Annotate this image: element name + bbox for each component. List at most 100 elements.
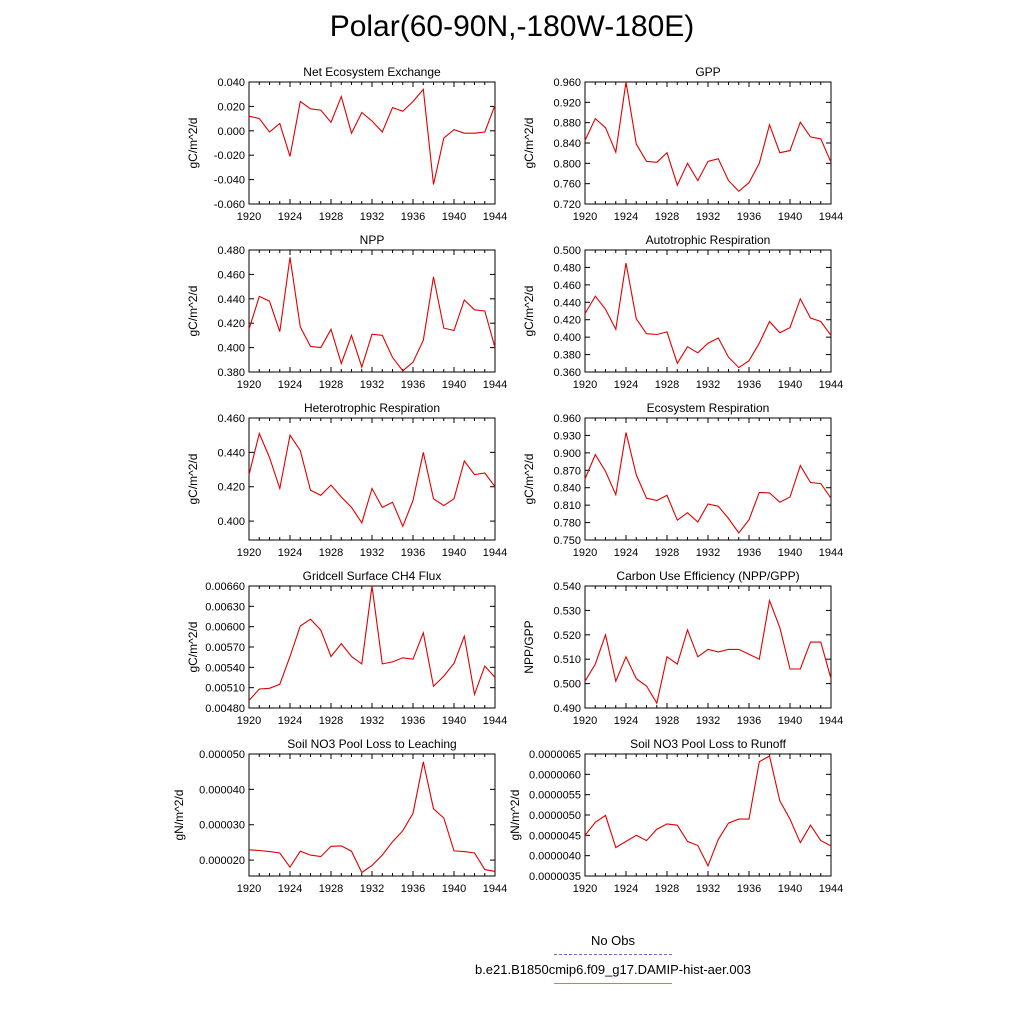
y-tick-label: 0.00540 — [205, 662, 245, 674]
chart-title: Soil NO3 Pool Loss to Runoff — [630, 737, 787, 751]
y-tick-label: 0.460 — [553, 280, 581, 292]
x-tick-label: 1940 — [442, 715, 466, 727]
y-tick-label: 0.420 — [553, 315, 581, 327]
x-tick-label: 1936 — [401, 883, 425, 895]
chart-title: NPP — [360, 233, 385, 247]
x-tick-label: 1940 — [442, 211, 466, 223]
series-line-1 — [584, 755, 832, 868]
x-tick-label: 1940 — [778, 883, 802, 895]
chart-title: Ecosystem Respiration — [647, 401, 770, 415]
y-tick-label: -0.060 — [214, 199, 245, 211]
plot-frame — [248, 585, 496, 709]
x-tick-label: 1936 — [737, 715, 761, 727]
y-tick-label: 0.920 — [553, 97, 581, 109]
x-tick-label: 1944 — [483, 715, 507, 727]
y-tick-label: 0.720 — [553, 199, 581, 211]
y-tick-label: 0.000 — [217, 126, 245, 138]
y-tick-label: 0.480 — [553, 262, 581, 274]
y-axis-label: gC/m^2/d — [186, 454, 200, 505]
chart-title: Soil NO3 Pool Loss to Leaching — [287, 737, 456, 751]
x-tick-label: 1924 — [614, 379, 638, 391]
y-tick-label: 0.840 — [553, 483, 581, 495]
y-tick-label: 0.400 — [217, 516, 245, 528]
legend-label-no-obs: No Obs — [590, 933, 636, 948]
y-tick-label: 0.00600 — [205, 622, 245, 634]
legend-label-model-run: b.e21.B1850cmip6.f09_g17.DAMIP-hist-aer.… — [474, 962, 752, 977]
x-tick-label: 1936 — [737, 883, 761, 895]
plot-frame — [584, 753, 832, 877]
x-tick-label: 1920 — [237, 379, 261, 391]
x-tick-label: 1936 — [737, 211, 761, 223]
y-axis-label: gC/m^2/d — [522, 118, 536, 169]
x-tick-label: 1920 — [237, 715, 261, 727]
x-tick-label: 1944 — [819, 547, 843, 559]
y-tick-label: 0.0000065 — [529, 749, 581, 761]
series-line-1 — [248, 761, 496, 874]
x-tick-label: 1940 — [778, 547, 802, 559]
x-tick-label: 1928 — [319, 211, 343, 223]
y-tick-label: 0.750 — [553, 535, 581, 547]
x-tick-label: 1928 — [655, 883, 679, 895]
x-tick-label: 1932 — [360, 547, 384, 559]
y-axis-label: gC/m^2/d — [186, 118, 200, 169]
x-tick-label: 1920 — [237, 547, 261, 559]
x-tick-label: 1928 — [655, 211, 679, 223]
x-tick-label: 1936 — [401, 379, 425, 391]
plot-frame — [248, 753, 496, 877]
x-tick-label: 1924 — [278, 715, 302, 727]
chart-carbon-use-efficiency-npp-gpp: Carbon Use Efficiency (NPP/GPP) 1920 1924 1… — [522, 569, 843, 727]
y-tick-label: 0.380 — [217, 367, 245, 379]
y-tick-label: 0.880 — [553, 118, 581, 130]
x-tick-label: 1920 — [573, 379, 597, 391]
x-tick-label: 1924 — [278, 379, 302, 391]
y-tick-label: 0.000020 — [199, 855, 245, 867]
chart-title: Gridcell Surface CH4 Flux — [303, 569, 442, 583]
y-tick-label: 0.00660 — [205, 581, 245, 593]
x-tick-label: 1932 — [360, 883, 384, 895]
y-tick-label: -0.040 — [214, 175, 245, 187]
y-axis-label: gC/m^2/d — [186, 622, 200, 673]
y-tick-label: 0.960 — [553, 413, 581, 425]
y-axis-label: gN/m^2/d — [508, 790, 522, 841]
x-tick-label: 1928 — [319, 883, 343, 895]
x-tick-label: 1920 — [573, 883, 597, 895]
y-tick-label: 0.540 — [553, 581, 581, 593]
y-tick-label: 0.00510 — [205, 683, 245, 695]
y-tick-label: 0.840 — [553, 138, 581, 150]
chart-gpp: GPP 1920 1924 1928 1932 1936 1940 1944 0.720 0.76… — [522, 65, 843, 223]
y-tick-label: 0.360 — [553, 367, 581, 379]
x-tick-label: 1932 — [696, 715, 720, 727]
y-tick-label: 0.800 — [553, 158, 581, 170]
x-tick-label: 1920 — [573, 547, 597, 559]
y-tick-label: 0.490 — [553, 703, 581, 715]
chart-ecosystem-respiration: Ecosystem Respiration 1920 1924 1928 1932 193… — [522, 401, 843, 559]
series-line-1 — [248, 585, 496, 701]
x-tick-label: 1944 — [819, 379, 843, 391]
y-tick-label: 0.420 — [217, 318, 245, 330]
plot-frame — [248, 249, 496, 373]
y-tick-label: 0.900 — [553, 448, 581, 460]
y-tick-label: 0.760 — [553, 179, 581, 191]
x-tick-label: 1924 — [278, 211, 302, 223]
x-tick-label: 1936 — [737, 547, 761, 559]
series-line-1 — [584, 432, 832, 534]
x-tick-label: 1932 — [696, 211, 720, 223]
y-tick-label: 0.520 — [553, 630, 581, 642]
x-tick-label: 1928 — [319, 715, 343, 727]
x-tick-label: 1940 — [442, 547, 466, 559]
y-axis-label: gN/m^2/d — [172, 790, 186, 841]
y-tick-label: 0.040 — [217, 77, 245, 89]
y-tick-label: 0.00570 — [205, 642, 245, 654]
x-tick-label: 1944 — [819, 715, 843, 727]
x-tick-label: 1924 — [278, 883, 302, 895]
x-tick-label: 1940 — [778, 211, 802, 223]
x-tick-label: 1924 — [614, 211, 638, 223]
x-tick-label: 1944 — [819, 211, 843, 223]
x-tick-label: 1924 — [278, 547, 302, 559]
x-tick-label: 1932 — [360, 379, 384, 391]
plot-frame — [584, 249, 832, 373]
y-tick-label: -0.020 — [214, 150, 245, 162]
y-tick-label: 0.000030 — [199, 820, 245, 832]
y-tick-label: 0.0000055 — [529, 790, 581, 802]
